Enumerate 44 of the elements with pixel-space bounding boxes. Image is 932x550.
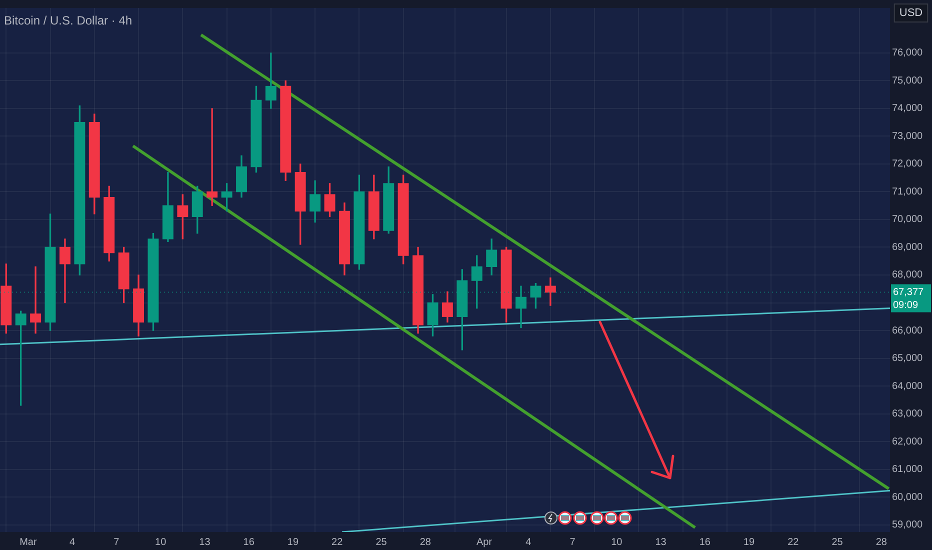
y-tick-label: 64,000 (892, 380, 924, 392)
x-tick-label: 16 (699, 536, 711, 548)
x-tick-label: 4 (526, 536, 532, 548)
x-tick-label: 13 (199, 536, 211, 548)
x-tick-label: 13 (655, 536, 667, 548)
y-tick-label: 62,000 (892, 436, 924, 448)
x-tick-label: 16 (243, 536, 255, 548)
y-tick-label: 69,000 (892, 242, 924, 253)
y-tick-label: 66,000 (892, 325, 924, 336)
x-tick-label: 28 (420, 536, 432, 548)
x-tick-label: 7 (570, 536, 576, 548)
y-tick-label: 65,000 (892, 353, 924, 364)
x-tick-label: 10 (155, 536, 167, 548)
y-axis-title: USD (899, 7, 923, 20)
x-tick-label: 25 (832, 536, 844, 548)
y-tick-label: 72,000 (892, 158, 924, 170)
x-tick-label: 25 (376, 536, 388, 548)
x-tick-label: Mar (20, 536, 38, 548)
y-tick-label: 75,000 (892, 75, 924, 86)
x-tick-label: 19 (287, 536, 299, 548)
x-tick-label: Apr (476, 536, 493, 548)
ref-line-label: 67,377 (893, 287, 924, 298)
x-tick-label: 19 (743, 536, 756, 548)
candlestick (544, 277, 556, 306)
y-tick-label: 60,000 (892, 492, 924, 503)
y-tick-label: 74,000 (892, 103, 924, 114)
y-tick-label: 73,000 (892, 130, 924, 142)
candlestick (265, 52, 276, 109)
candlestick (30, 266, 42, 334)
x-tick-label: 10 (611, 536, 623, 548)
y-tick-label: 63,000 (892, 408, 924, 420)
y-tick-label: 59,000 (892, 520, 924, 531)
x-tick-label: 4 (70, 536, 76, 548)
y-tick-label: 68,000 (892, 270, 924, 281)
text: 09:09 (893, 300, 918, 312)
y-tick-label: 61,000 (892, 464, 924, 476)
y-tick-label: 71,000 (892, 186, 924, 198)
x-tick-label: 7 (114, 536, 120, 548)
y-tick-label: 76,000 (892, 48, 924, 59)
x-tick-label: 28 (876, 536, 888, 548)
x-tick-label: 22 (788, 536, 800, 548)
text: Bitcoin / U.S. Dollar · 4h (4, 13, 132, 28)
y-tick-label: 70,000 (892, 214, 924, 226)
x-tick-label: 22 (332, 536, 344, 548)
